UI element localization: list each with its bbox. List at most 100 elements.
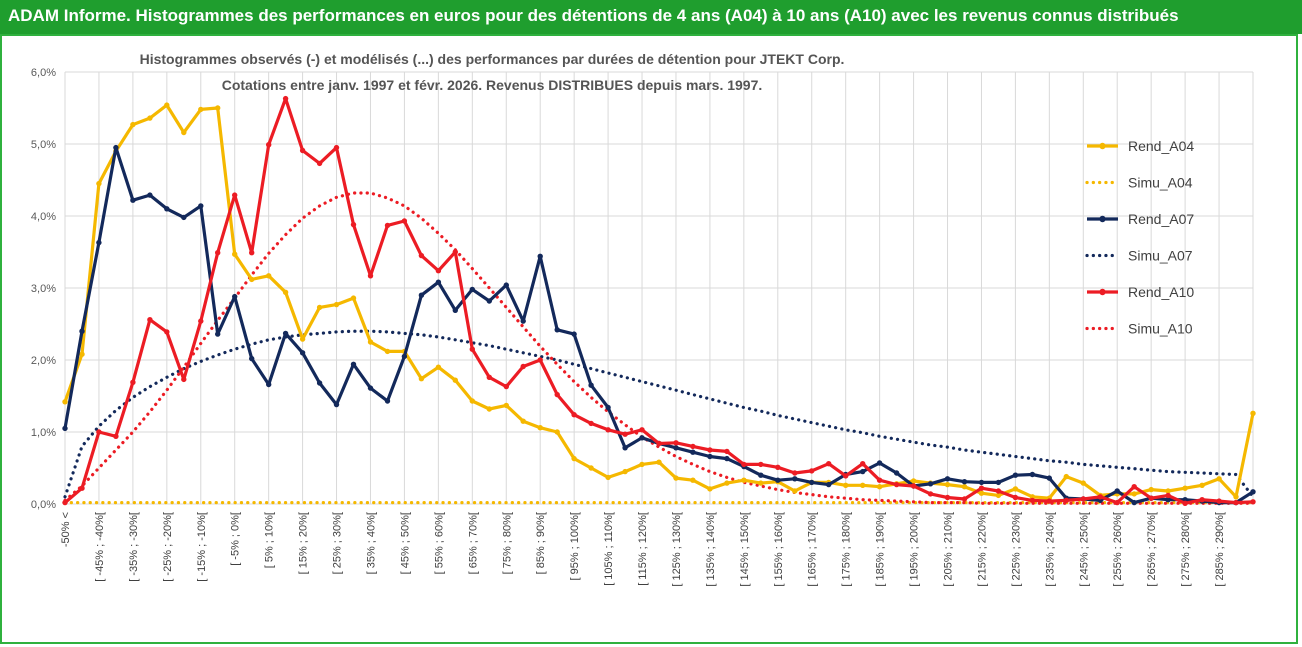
data-point <box>333 401 340 408</box>
data-point <box>639 435 645 441</box>
data-point <box>758 472 764 478</box>
data-point <box>1148 486 1154 493</box>
data-point <box>249 276 255 283</box>
data-point <box>418 252 425 259</box>
data-point <box>249 250 255 256</box>
data-point <box>469 398 475 404</box>
x-tick-label: [ 85% ; 90%[ <box>535 512 547 574</box>
data-point <box>384 398 391 404</box>
data-point <box>673 440 679 446</box>
data-point <box>588 420 594 427</box>
data-point <box>707 486 713 492</box>
data-point <box>1029 497 1036 504</box>
data-point <box>1216 498 1222 504</box>
data-point <box>1165 488 1171 494</box>
data-point <box>435 279 442 285</box>
data-point <box>282 95 289 102</box>
data-point <box>1114 499 1120 506</box>
data-point <box>724 480 730 486</box>
data-point <box>978 485 985 491</box>
data-point <box>690 477 696 483</box>
data-point <box>1250 499 1256 505</box>
data-point <box>62 425 68 432</box>
data-point <box>198 106 204 113</box>
data-point <box>401 353 408 360</box>
x-tick-label: [ 255% ; 260%[ <box>1112 512 1124 587</box>
x-tick-label: [ 245% ; 250%[ <box>1078 512 1090 587</box>
legend-label: Rend_A07 <box>1128 211 1194 227</box>
data-point <box>758 480 764 486</box>
data-point <box>520 418 526 424</box>
y-axis-ticks: 0,0% 1,0% 2,0% 3,0% 4,0% 5,0% 6,0% <box>31 67 56 511</box>
data-point <box>605 427 611 433</box>
data-point <box>639 461 645 468</box>
data-point <box>316 160 323 167</box>
data-point <box>961 484 968 490</box>
data-point <box>554 429 560 435</box>
x-tick-label: [ 105% ; 110%[ <box>603 512 615 586</box>
series-layer <box>62 95 1256 506</box>
data-point <box>860 482 866 488</box>
data-point <box>978 490 985 496</box>
x-tick-label: [ -35% ; -30%[ <box>128 512 140 582</box>
data-point <box>164 329 170 335</box>
legend-item-Simu_A04: Simu_A04 <box>1085 175 1193 191</box>
series-line <box>63 146 1254 505</box>
x-tick-label: [ 125% ; 130%[ <box>671 512 683 587</box>
x-tick-label: [ 185% ; 190%[ <box>875 512 887 587</box>
x-tick-label: [ 275% ; 280%[ <box>1180 512 1192 587</box>
x-tick-label: [ -45% ; -40%[ <box>94 512 106 582</box>
x-tick-label: [ 55% ; 60%[ <box>433 512 445 574</box>
data-point <box>622 468 628 475</box>
data-point <box>1250 410 1256 416</box>
legend-marker <box>1099 288 1106 296</box>
data-point <box>130 197 136 203</box>
data-point <box>520 318 526 324</box>
data-point <box>1131 491 1137 497</box>
x-tick-label: [ 155% ; 160%[ <box>773 512 785 587</box>
y-tick-label: 0,0% <box>31 499 56 511</box>
data-point <box>350 361 357 367</box>
data-point <box>62 399 68 405</box>
data-point <box>843 482 849 488</box>
y-tick-label: 4,0% <box>31 211 56 223</box>
x-tick-label: [ 165% ; 170%[ <box>807 512 819 587</box>
series-Rend_A04 <box>62 102 1256 501</box>
data-point <box>198 203 204 209</box>
legend-marker <box>1099 215 1106 223</box>
grid-lines <box>64 71 1254 505</box>
data-point <box>113 144 119 151</box>
y-tick-label: 6,0% <box>31 67 56 79</box>
data-point <box>520 363 526 370</box>
legend-item-Simu_A10: Simu_A10 <box>1085 321 1193 337</box>
data-point <box>299 336 306 342</box>
x-tick-label: [ 45% ; 50%[ <box>399 512 411 574</box>
data-point <box>622 431 628 437</box>
data-point <box>503 383 509 390</box>
data-point <box>876 477 883 483</box>
legend-item-Rend_A07: Rend_A07 <box>1087 211 1194 227</box>
data-point <box>758 461 764 468</box>
data-point <box>554 327 560 333</box>
data-point <box>1063 473 1070 480</box>
data-point <box>554 391 560 398</box>
data-point <box>299 147 306 154</box>
x-tick-label: [ 235% ; 240%[ <box>1044 512 1056 587</box>
data-point <box>333 144 340 151</box>
data-point <box>792 470 798 476</box>
x-tick-label: [ 225% ; 230%[ <box>1010 512 1022 587</box>
x-tick-label: [ 265% ; 270%[ <box>1146 512 1158 587</box>
series-line <box>63 191 1255 505</box>
legend-label: Rend_A04 <box>1128 138 1194 154</box>
data-point <box>79 351 85 357</box>
x-tick-label: [ -25% ; -20%[ <box>162 512 174 582</box>
data-point <box>893 470 900 476</box>
header-bar: ADAM Informe. Histogrammes des performan… <box>0 0 1302 34</box>
data-point <box>452 249 458 255</box>
y-tick-label: 3,0% <box>31 283 56 295</box>
legend-label: Simu_A10 <box>1128 321 1193 337</box>
x-tick-label: [ 115% ; 120%[ <box>637 512 649 586</box>
data-point <box>571 455 577 462</box>
